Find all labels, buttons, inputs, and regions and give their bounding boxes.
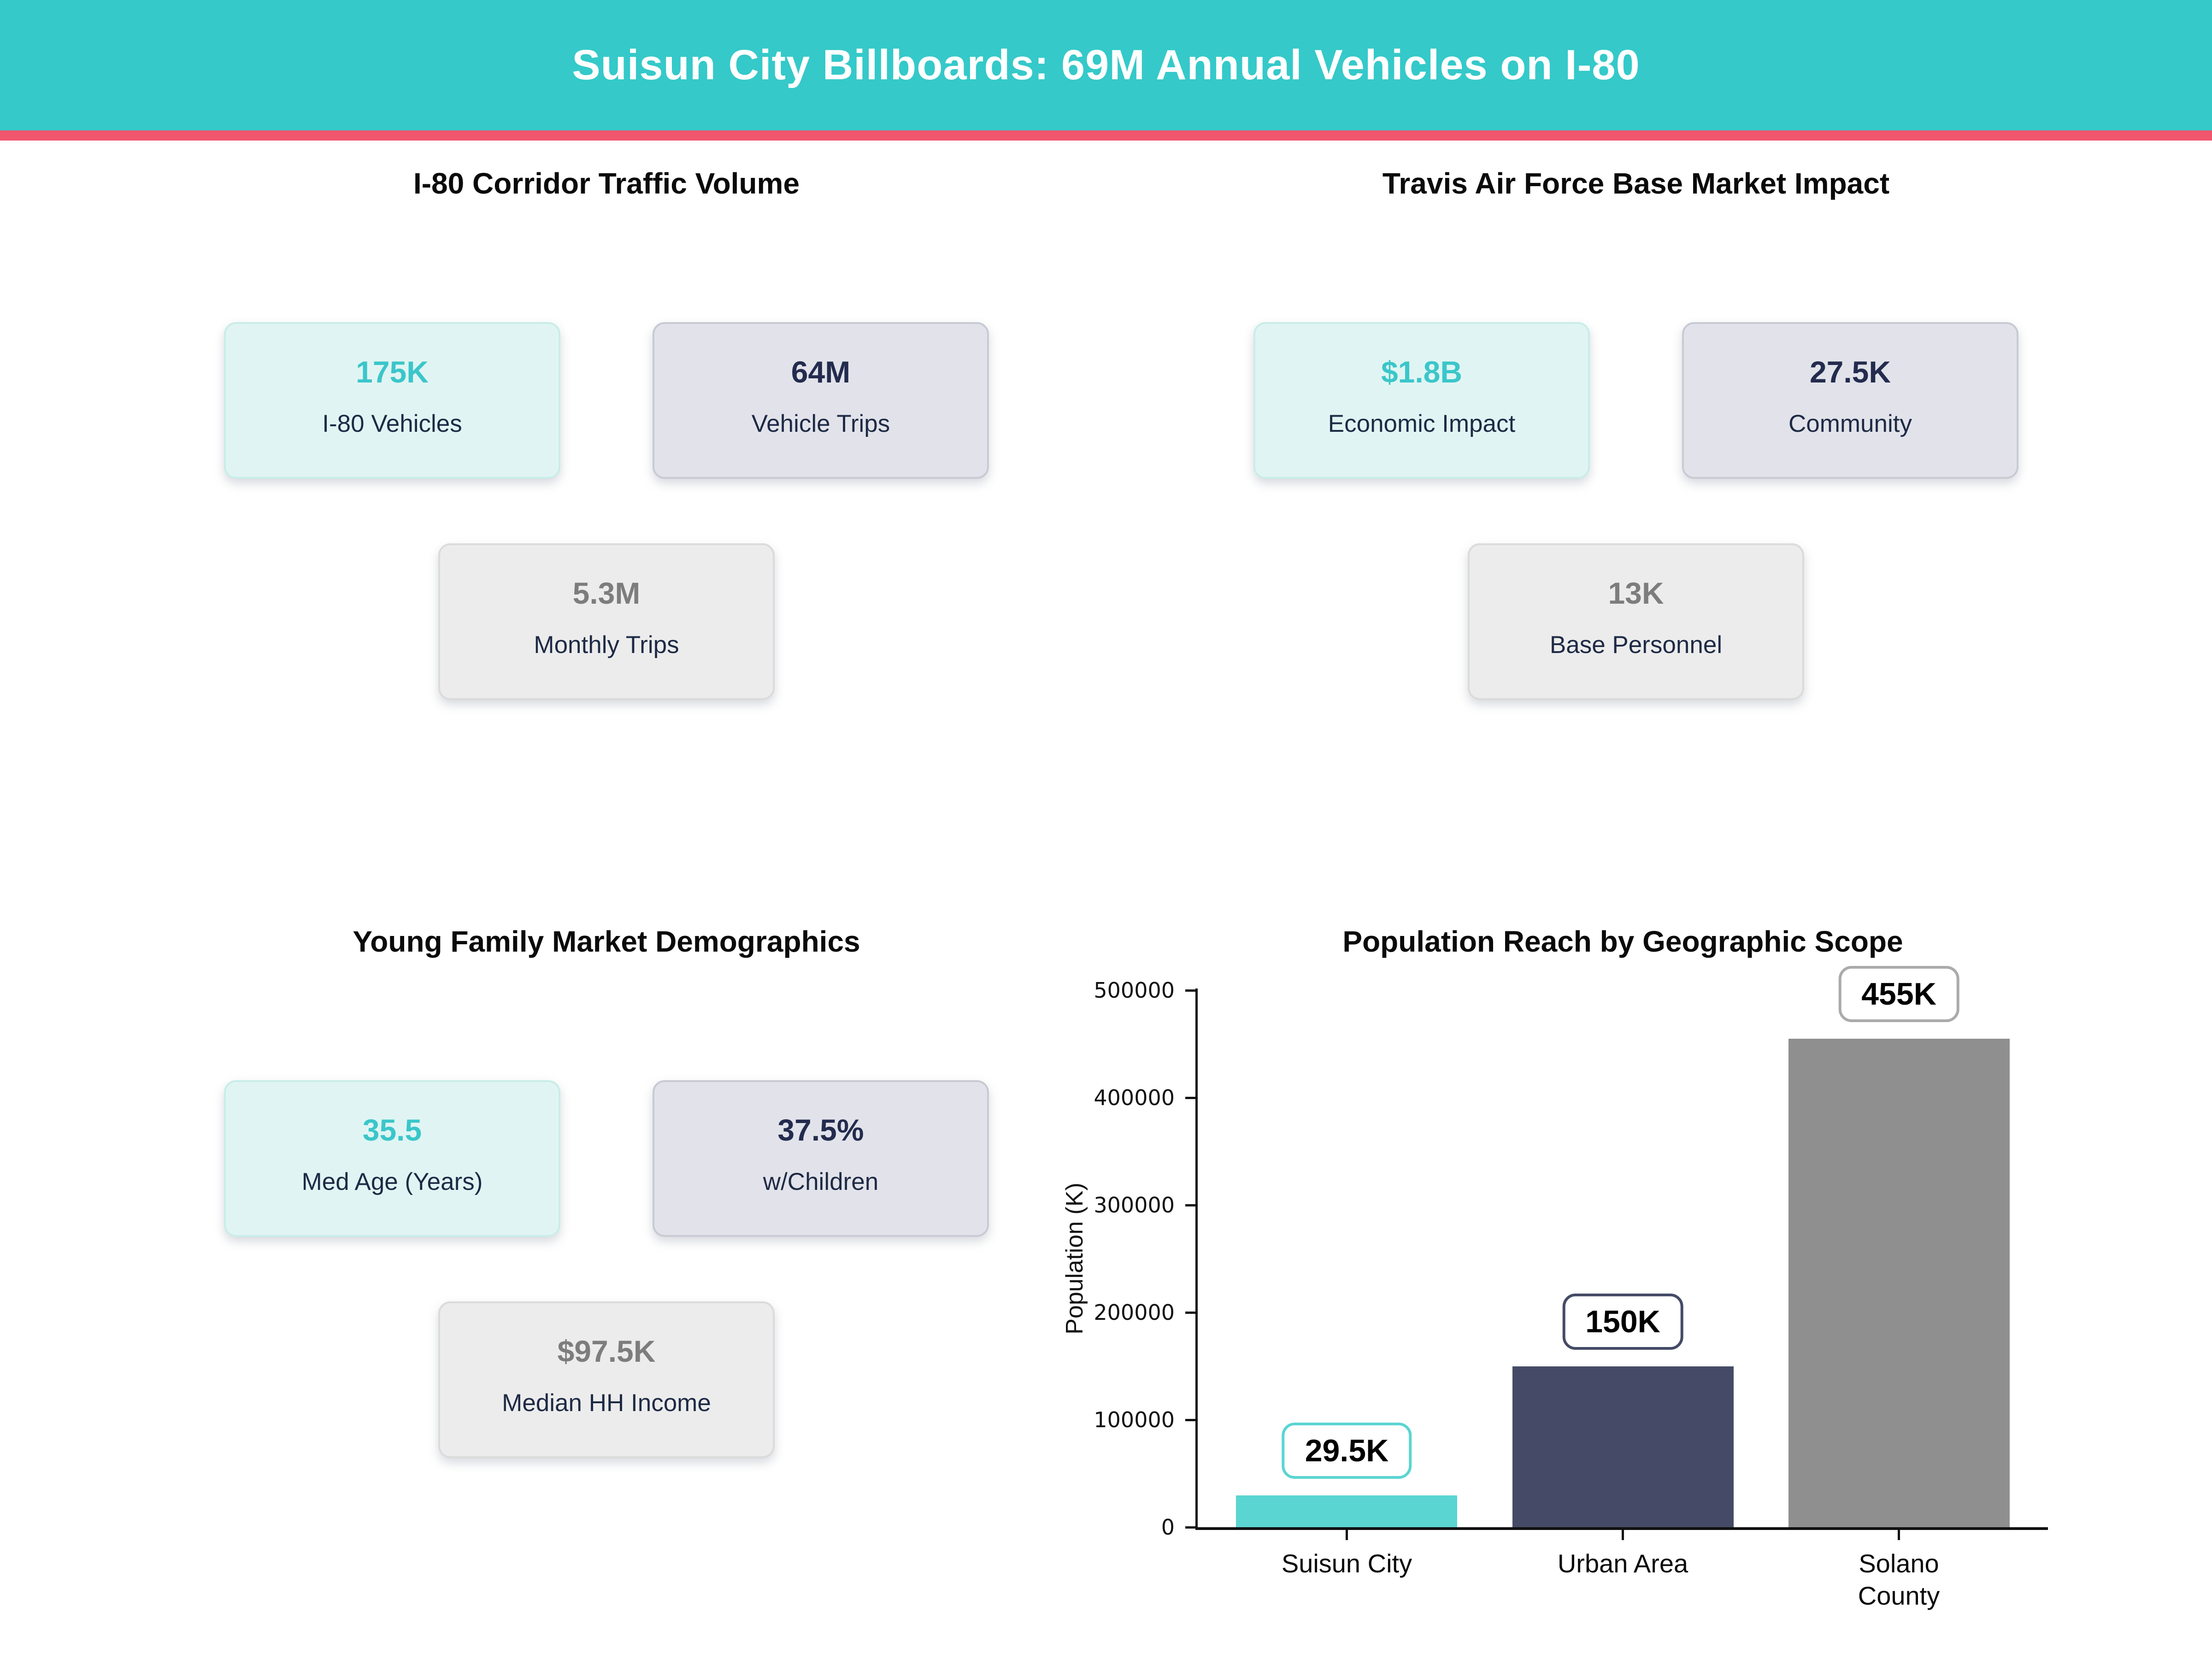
y-axis-tick [1185,1096,1195,1099]
section-demographics: Young Family Market Demographics 35.5 Me… [146,876,1067,1458]
stat-card-median-age: 35.5 Med Age (Years) [224,1080,560,1237]
stat-value: $1.8B [1381,355,1463,389]
stat-value: 13K [1608,576,1664,610]
header-band: Suisun City Billboards: 69M Annual Vehic… [0,0,2212,130]
stat-card-median-income: $97.5K Median HH Income [438,1301,775,1458]
section-title-demographics: Young Family Market Demographics [353,925,860,958]
stat-card-economic-impact: $1.8B Economic Impact [1253,322,1590,479]
bar-urban-area [1512,1366,1734,1527]
stat-card-vehicle-trips: 64M Vehicle Trips [653,322,989,479]
stat-value: 27.5K [1809,355,1891,389]
stat-value: 37.5% [777,1113,864,1147]
bar-value-label-solano-county: 455K [1838,965,1959,1022]
x-axis-tick [1345,1530,1348,1540]
stat-label: Monthly Trips [534,631,679,659]
stat-label: Median HH Income [502,1389,711,1417]
stat-label: w/Children [763,1168,879,1195]
bar-solano-county [1788,1038,2010,1527]
y-axis-tick [1185,989,1195,992]
stat-card-i80-vehicles: 175K I-80 Vehicles [224,322,560,479]
x-axis-tick-label: Urban Area [1557,1549,1688,1578]
card-row: 35.5 Med Age (Years) 37.5% w/Children [224,1080,989,1237]
card-row: $97.5K Median HH Income [438,1301,775,1458]
bar-value-label-suisun-city: 29.5K [1282,1423,1412,1479]
bar-value-label-urban-area: 150K [1562,1293,1683,1350]
y-axis-tick [1185,1418,1195,1421]
chart-title: Population Reach by Geographic Scope [1342,925,1903,958]
y-axis-tick-label: 100000 [1094,1407,1175,1432]
y-axis-tick-label: 0 [1161,1515,1175,1540]
stat-label: I-80 Vehicles [322,410,462,437]
y-axis-tick-label: 400000 [1094,1085,1175,1110]
stat-label: Med Age (Years) [301,1168,483,1195]
x-axis-tick-label: Solano County [1858,1549,1940,1610]
card-row: 13K Base Personnel [1468,543,1804,700]
y-axis-spine [1195,988,1198,1530]
x-axis-tick [1898,1530,1900,1540]
card-row: $1.8B Economic Impact 27.5K Community [1253,322,2018,479]
stat-card-base-personnel: 13K Base Personnel [1468,543,1804,700]
stat-label: Community [1788,410,1912,437]
y-axis-tick-label: 200000 [1094,1300,1175,1325]
y-axis-tick-label: 500000 [1094,978,1175,1003]
stat-value: 5.3M [572,576,641,610]
x-axis-tick-label: Suisun City [1281,1549,1412,1578]
section-title-traffic: I-80 Corridor Traffic Volume [413,167,800,200]
card-row: 175K I-80 Vehicles 64M Vehicle Trips [224,322,989,479]
stat-card-with-children: 37.5% w/Children [653,1080,989,1237]
x-axis-spine [1195,1527,2048,1530]
section-traffic-volume: I-80 Corridor Traffic Volume 175K I-80 V… [146,141,1067,700]
section-title-travis: Travis Air Force Base Market Impact [1382,167,1890,200]
stat-value: 64M [791,355,851,389]
bar-chart-plot-area: 0 100000 200000 300000 400000 500000 Suisun Ci… [1094,965,2048,1610]
stat-label: Economic Impact [1328,410,1516,437]
stat-label: Base Personnel [1549,631,1723,659]
stat-value: 175K [356,355,429,389]
section-travis-afb: Travis Air Force Base Market Impact $1.8… [1175,141,2097,700]
y-axis-tick [1185,1311,1195,1314]
x-axis-tick [1622,1530,1624,1540]
header-accent-line [0,130,2212,141]
stat-label: Vehicle Trips [751,410,890,437]
stat-value: $97.5K [557,1334,656,1368]
y-axis-tick [1185,1526,1195,1529]
stat-card-community: 27.5K Community [1682,322,2018,479]
y-axis-tick [1185,1204,1195,1206]
stat-value: 35.5 [362,1113,422,1147]
card-row: 5.3M Monthly Trips [438,543,775,700]
y-axis-tick-label: 300000 [1094,1193,1175,1218]
stat-card-monthly-trips: 5.3M Monthly Trips [438,543,775,700]
bar-suisun-city [1236,1495,1458,1527]
page-title: Suisun City Billboards: 69M Annual Vehic… [572,41,1640,88]
